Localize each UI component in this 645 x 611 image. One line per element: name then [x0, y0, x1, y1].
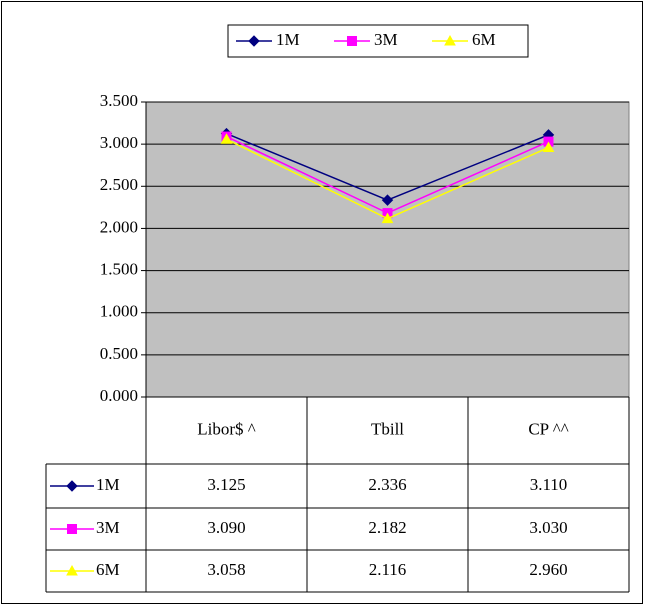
legend-label: 3M — [374, 30, 398, 49]
marker — [381, 212, 394, 224]
x-tick-label: Libor$ ^ — [197, 419, 256, 438]
y-tick-label: 0.500 — [100, 344, 138, 363]
y-tick-label: 2.000 — [100, 217, 138, 236]
table-value: 3.090 — [207, 518, 245, 537]
table-value: 3.030 — [529, 518, 567, 537]
table-series-label: 6M — [96, 560, 120, 579]
y-tick-label: 1.000 — [100, 302, 138, 321]
table-value: 2.960 — [529, 560, 567, 579]
table-value: 2.116 — [369, 560, 407, 579]
x-tick-label: CP ^^ — [528, 419, 568, 438]
marker — [220, 133, 233, 144]
legend-label: 1M — [276, 30, 300, 49]
y-tick-label: 3.500 — [100, 91, 138, 110]
marker — [66, 564, 78, 576]
table-series-label: 3M — [96, 518, 120, 537]
table-value: 3.110 — [530, 475, 568, 494]
marker — [381, 194, 394, 206]
marker — [542, 141, 555, 153]
y-tick-label: 1.500 — [100, 259, 138, 278]
table-value: 2.336 — [368, 475, 406, 494]
legend-label: 6M — [472, 30, 496, 49]
y-tick-label: 2.500 — [100, 175, 138, 194]
table-value: 3.058 — [207, 560, 245, 579]
marker — [347, 36, 357, 46]
y-tick-label: 0.000 — [100, 386, 138, 405]
marker — [66, 480, 78, 492]
legend — [227, 24, 529, 58]
x-tick-label: Tbill — [371, 419, 404, 438]
table-series-label: 1M — [96, 475, 120, 494]
table-value: 3.125 — [207, 475, 245, 494]
plot-area — [145, 101, 630, 398]
marker — [444, 34, 456, 46]
table-value: 2.182 — [368, 518, 406, 537]
y-tick-label: 3.000 — [100, 133, 138, 152]
marker — [67, 524, 77, 534]
marker — [248, 35, 260, 47]
